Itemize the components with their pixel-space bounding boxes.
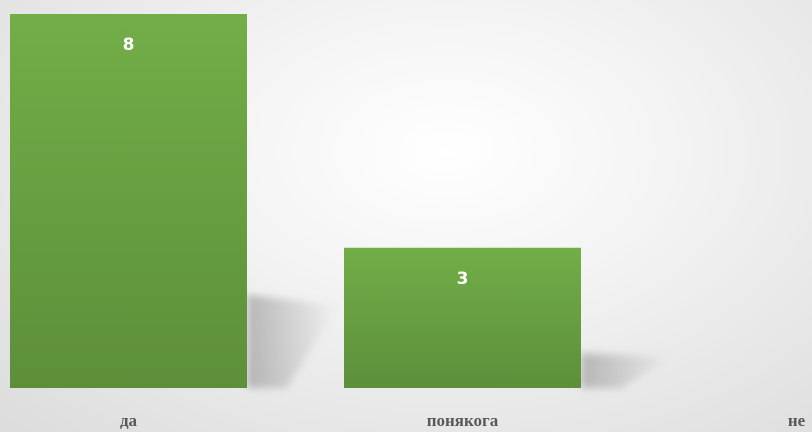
category-label: не — [788, 411, 806, 430]
data-label: 8 — [123, 35, 135, 55]
bar — [344, 247, 581, 388]
category-label: да — [120, 411, 138, 430]
data-label: 3 — [457, 269, 469, 289]
category-labels: да понякога не — [120, 411, 806, 430]
bar-shadow — [581, 352, 671, 388]
bar-shadows — [247, 294, 671, 388]
data-labels: 83 — [123, 35, 469, 289]
bar-shadow — [247, 294, 337, 388]
category-label: понякога — [427, 411, 499, 430]
bar — [10, 14, 247, 388]
bars — [10, 14, 581, 388]
